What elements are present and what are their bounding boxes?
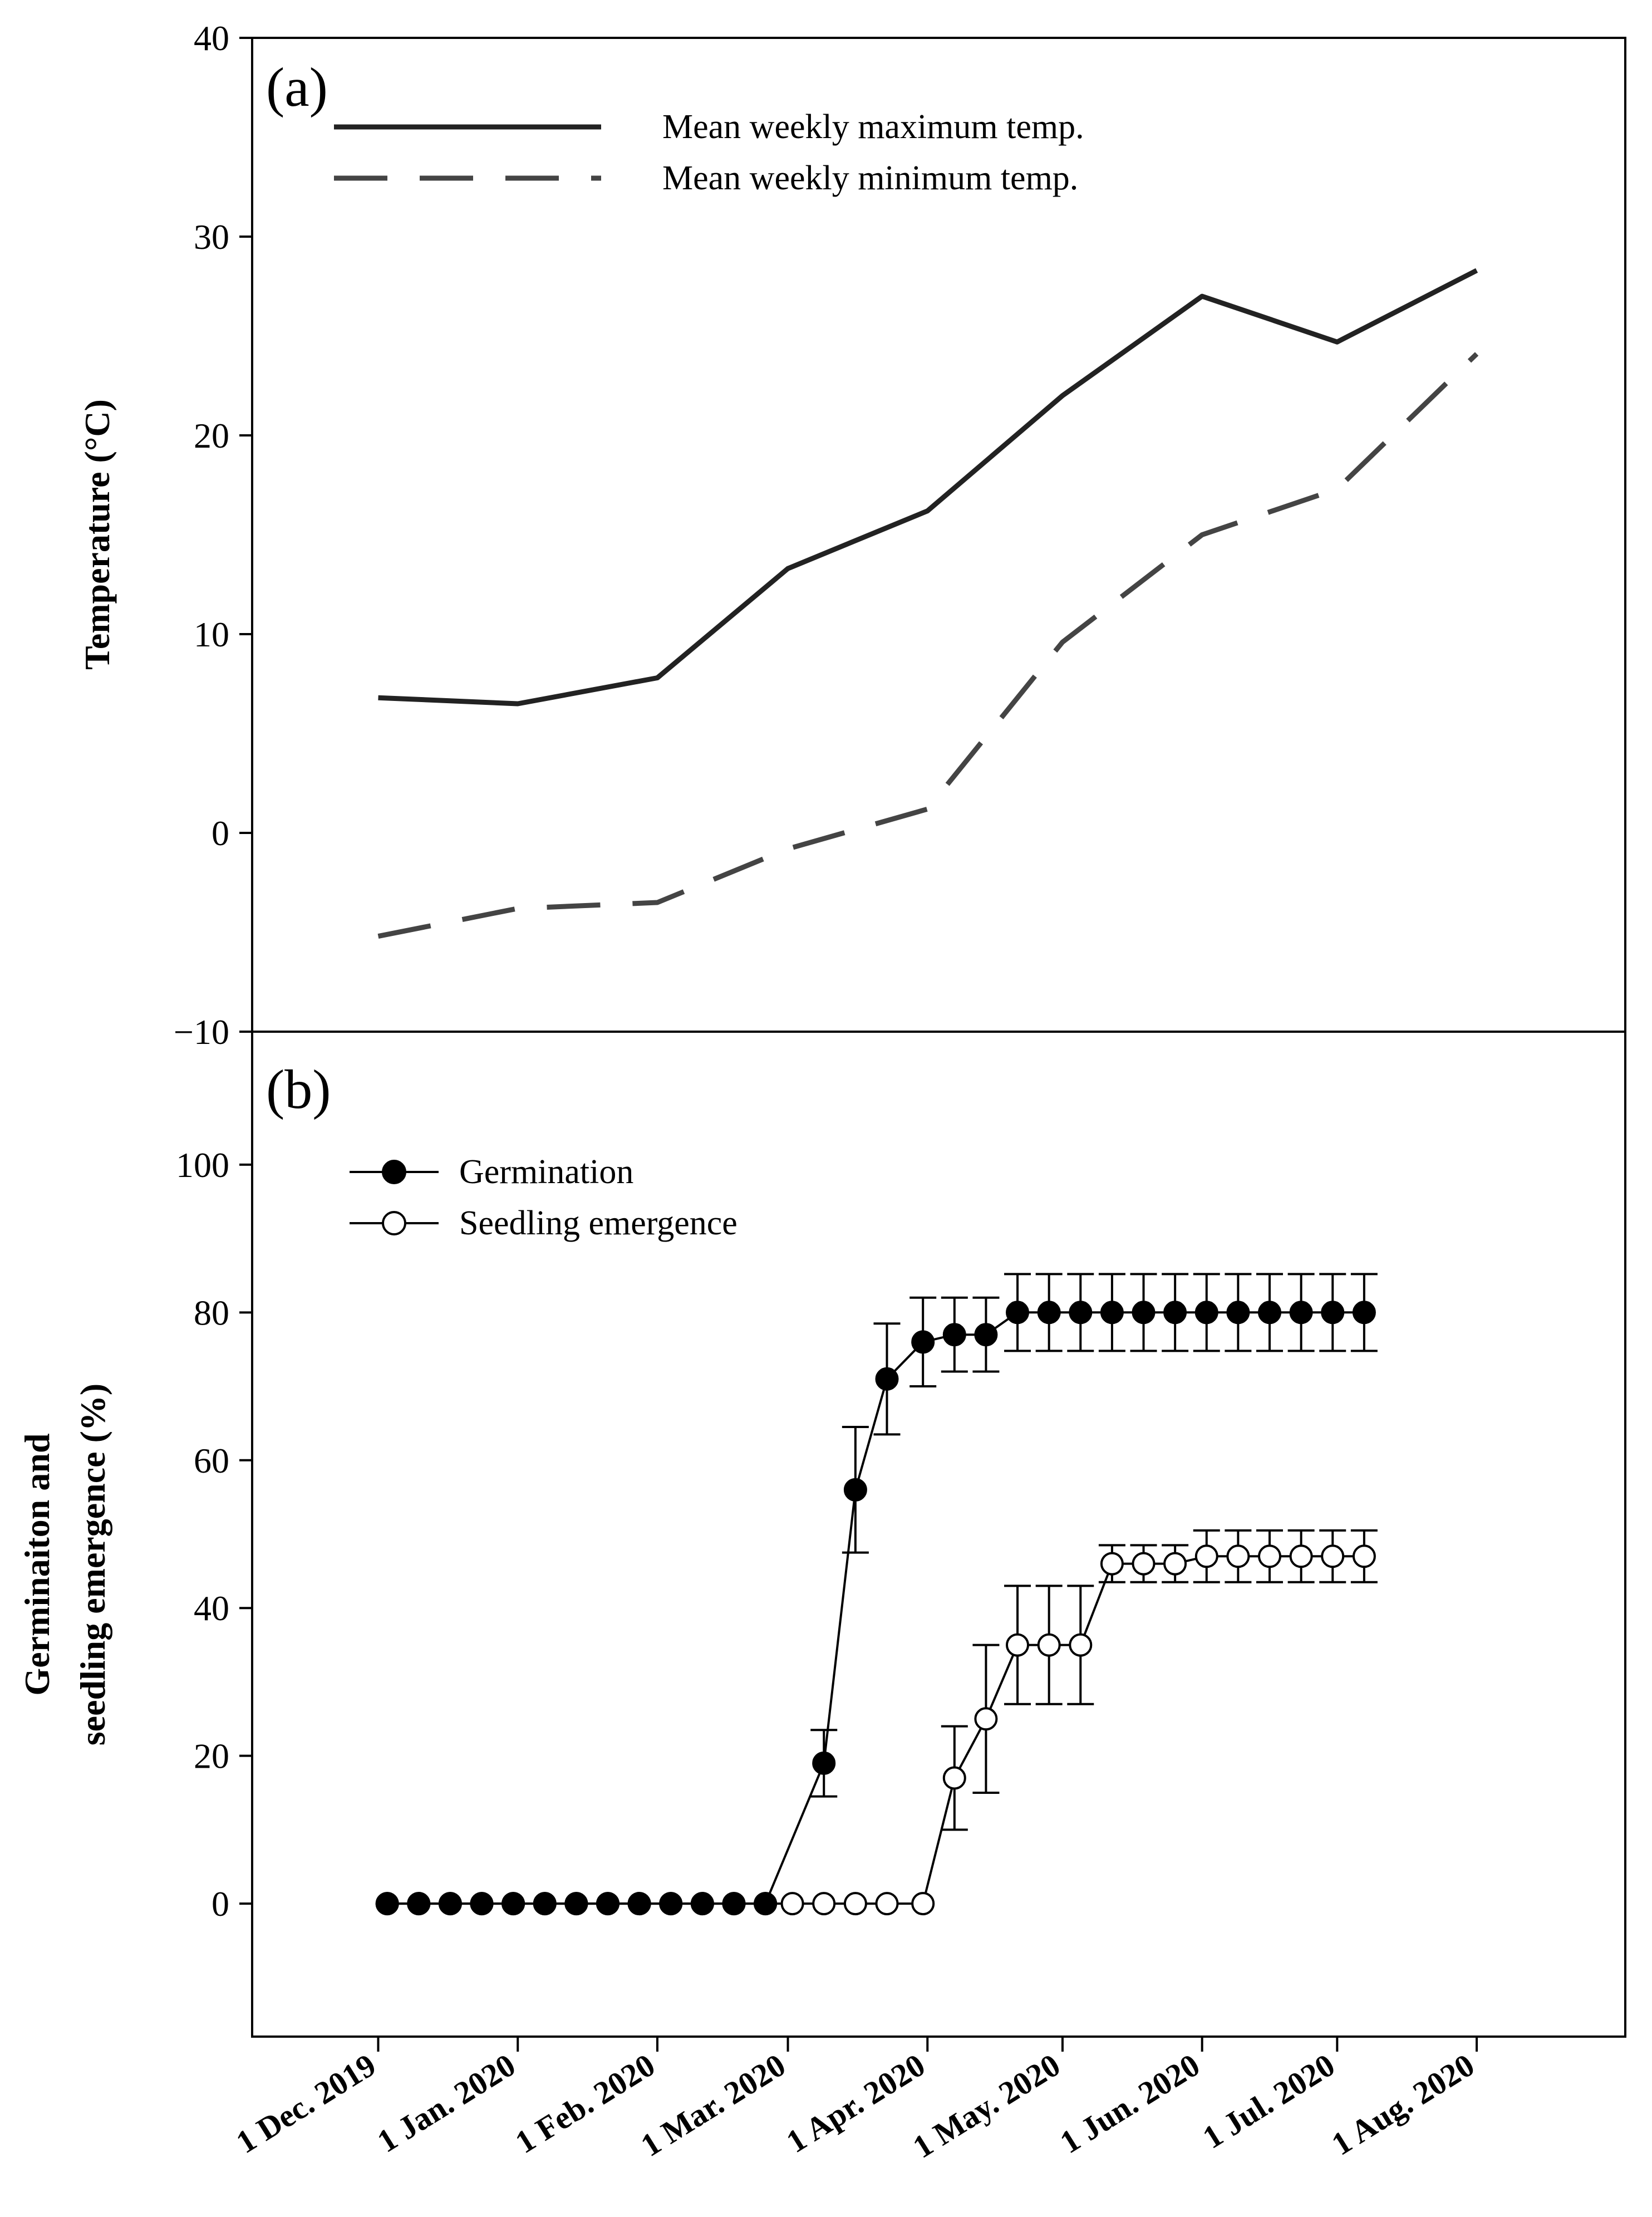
germination-point xyxy=(843,1478,867,1502)
max-temp-line xyxy=(378,268,1478,707)
panel-a-y-axis-title: Temperature (°C) xyxy=(77,399,117,670)
x-tick-label: 1 Jan. 2020 xyxy=(371,2047,522,2160)
legend-swatch-germination-marker xyxy=(382,1160,406,1184)
panel-a-y-tick-label: 30 xyxy=(194,217,229,257)
emergence-point xyxy=(1163,1552,1187,1576)
x-tick-label: 1 Feb. 2020 xyxy=(509,2047,661,2161)
emergence-line xyxy=(387,1555,1364,1905)
panel-b-frame xyxy=(251,1031,1626,2038)
emergence-point xyxy=(1006,1633,1029,1657)
panel-a-y-tick-label: 20 xyxy=(194,416,229,455)
germination-point xyxy=(690,1892,714,1916)
emergence-point xyxy=(843,1892,867,1916)
emergence-point xyxy=(974,1707,998,1731)
germination-point xyxy=(911,1330,935,1354)
panel-a-label: (a) xyxy=(266,56,328,118)
germination-point xyxy=(596,1892,620,1916)
emergence-point xyxy=(911,1892,935,1916)
germination-point xyxy=(1037,1301,1061,1325)
germination-point xyxy=(722,1892,746,1916)
emergence-point xyxy=(875,1892,899,1916)
legend-swatch-emergence-marker xyxy=(382,1211,406,1235)
panel-b-y-ticks: 100 80 60 40 20 0 xyxy=(176,1145,252,1924)
germination-point xyxy=(564,1892,588,1916)
emergence-point xyxy=(1069,1633,1093,1657)
panel-b-series xyxy=(375,1273,1378,1916)
germination-point xyxy=(438,1892,462,1916)
min-temp-line xyxy=(377,352,1479,939)
panel-a-y-tick-label: 0 xyxy=(212,813,229,853)
emergence-point xyxy=(1226,1544,1250,1568)
panel-a-y-tick-label: 40 xyxy=(194,18,229,58)
germination-point xyxy=(974,1323,998,1347)
germination-point xyxy=(470,1892,494,1916)
germination-point xyxy=(627,1892,651,1916)
panel-b-y-axis-title-line2: seedling emergence (%) xyxy=(73,1384,112,1745)
germination-point xyxy=(1321,1301,1345,1325)
panel-a-y-tick-label: −10 xyxy=(174,1012,229,1052)
germination-point xyxy=(502,1892,525,1916)
germination-point xyxy=(754,1892,778,1916)
emergence-point xyxy=(1258,1544,1281,1568)
emergence-point xyxy=(1194,1544,1218,1568)
x-tick-label: 1 Dec. 2019 xyxy=(230,2047,382,2160)
legend-label-emergence: Seedling emergence xyxy=(459,1204,738,1242)
legend-label-min-temp: Mean weekly minimum temp. xyxy=(662,159,1078,197)
emergence-point xyxy=(780,1892,804,1916)
panel-b-y-tick-label: 60 xyxy=(194,1441,229,1480)
emergence-point xyxy=(942,1766,966,1790)
panel-a-legend: Mean weekly maximum temp. Mean weekly mi… xyxy=(334,108,1084,197)
emergence-point xyxy=(812,1892,836,1916)
panel-a-y-tick-label: 10 xyxy=(194,615,229,654)
germination-point xyxy=(1352,1301,1376,1325)
emergence-point xyxy=(1132,1552,1156,1576)
germination-point xyxy=(812,1751,836,1775)
x-tick-label: 1 Aug. 2020 xyxy=(1325,2047,1481,2162)
legend-label-max-temp: Mean weekly maximum temp. xyxy=(662,108,1084,146)
germination-point xyxy=(1132,1301,1156,1325)
panel-b-legend: Germination Seedling emergence xyxy=(350,1153,738,1242)
germination-line xyxy=(387,1311,1364,1905)
legend-label-germination: Germination xyxy=(459,1153,633,1191)
germination-point xyxy=(1194,1301,1218,1325)
x-tick-label: 1 Mar. 2020 xyxy=(635,2047,792,2164)
x-tick-label: 1 Apr. 2020 xyxy=(780,2047,931,2160)
germination-point xyxy=(1100,1301,1124,1325)
emergence-point xyxy=(1321,1544,1345,1568)
germination-point xyxy=(1289,1301,1313,1325)
panel-b-y-tick-label: 40 xyxy=(194,1588,229,1628)
emergence-point xyxy=(1037,1633,1061,1657)
germination-point xyxy=(1226,1301,1250,1325)
panel-b-y-axis-title-line1: Germinaiton and xyxy=(17,1433,57,1695)
panel-b-y-tick-label: 0 xyxy=(212,1884,229,1924)
panel-b-y-tick-label: 20 xyxy=(194,1737,229,1776)
germination-point xyxy=(375,1892,399,1916)
germination-point xyxy=(1069,1301,1093,1325)
germination-point xyxy=(1163,1301,1187,1325)
germination-point xyxy=(942,1323,966,1347)
x-tick-label: 1 May. 2020 xyxy=(907,2047,1066,2165)
germination-point xyxy=(533,1892,557,1916)
germination-point xyxy=(1006,1301,1029,1325)
panel-a-y-ticks: 40 30 20 10 0 −10 xyxy=(174,18,252,1052)
germination-point xyxy=(407,1892,431,1916)
emergence-point xyxy=(1100,1552,1124,1576)
x-tick-label: 1 Jun. 2020 xyxy=(1054,2047,1206,2161)
x-tick-label: 1 Jul. 2020 xyxy=(1196,2047,1341,2156)
germination-point xyxy=(875,1367,899,1391)
germination-point xyxy=(1258,1301,1281,1325)
panel-b-y-tick-label: 80 xyxy=(194,1293,229,1332)
emergence-point xyxy=(1289,1544,1313,1568)
emergence-point xyxy=(1352,1544,1376,1568)
panel-b-label: (b) xyxy=(266,1058,331,1120)
panel-b-y-tick-label: 100 xyxy=(176,1145,229,1185)
germination-point xyxy=(659,1892,683,1916)
